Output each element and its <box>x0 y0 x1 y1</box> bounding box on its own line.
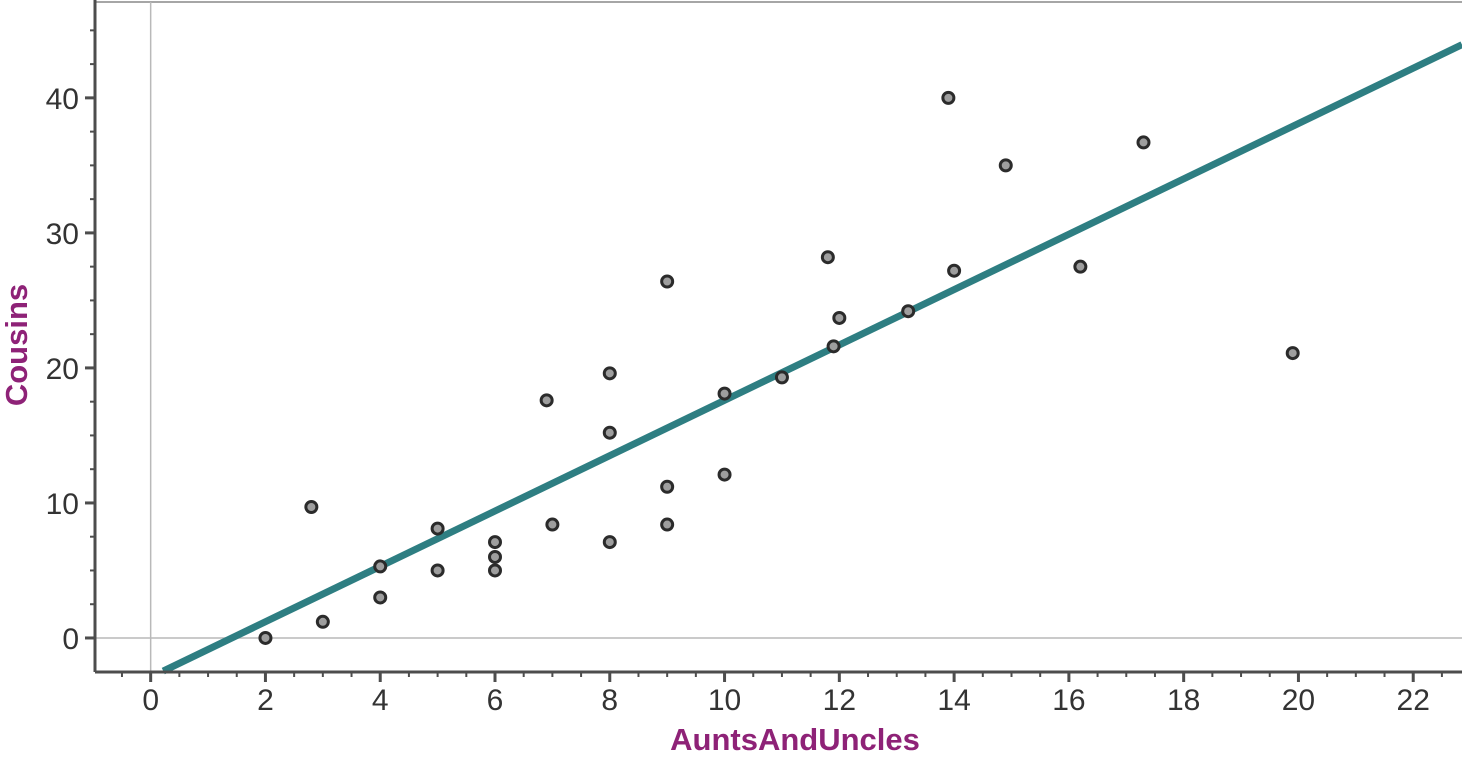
x-tick-label: 18 <box>1167 684 1200 717</box>
data-point[interactable] <box>717 467 732 482</box>
x-tick-label: 8 <box>601 684 618 717</box>
data-point[interactable] <box>826 339 841 354</box>
data-point[interactable] <box>660 517 675 532</box>
data-point[interactable] <box>487 563 502 578</box>
y-tick-label: 40 <box>46 83 79 116</box>
data-point[interactable] <box>1136 135 1151 150</box>
y-tick-label: 10 <box>46 488 79 521</box>
data-point[interactable] <box>258 630 273 645</box>
data-point[interactable] <box>373 559 388 574</box>
data-point[interactable] <box>430 563 445 578</box>
x-axis-title: AuntsAndUncles <box>670 722 920 757</box>
data-point[interactable] <box>774 370 789 385</box>
y-tick-label: 0 <box>62 623 79 656</box>
x-tick-label: 4 <box>372 684 389 717</box>
x-tick-label: 2 <box>257 684 274 717</box>
x-tick-label: 14 <box>937 684 970 717</box>
data-point[interactable] <box>660 274 675 289</box>
x-tick-label: 6 <box>487 684 504 717</box>
data-point[interactable] <box>430 521 445 536</box>
y-tick-label: 20 <box>46 353 79 386</box>
data-point[interactable] <box>1285 346 1300 361</box>
x-tick-label: 16 <box>1052 684 1085 717</box>
x-tick-label: 20 <box>1282 684 1315 717</box>
data-point[interactable] <box>602 425 617 440</box>
data-point[interactable] <box>602 366 617 381</box>
y-tick-label: 30 <box>46 218 79 251</box>
data-point[interactable] <box>941 90 956 105</box>
data-point[interactable] <box>545 517 560 532</box>
data-point[interactable] <box>487 535 502 550</box>
data-point[interactable] <box>820 250 835 265</box>
data-point[interactable] <box>602 535 617 550</box>
data-point[interactable] <box>660 479 675 494</box>
data-point[interactable] <box>947 263 962 278</box>
data-point[interactable] <box>998 158 1013 173</box>
data-point[interactable] <box>901 304 916 319</box>
x-tick-label: 22 <box>1397 684 1430 717</box>
data-point[interactable] <box>539 393 554 408</box>
x-tick-label: 10 <box>708 684 741 717</box>
data-point[interactable] <box>315 614 330 629</box>
data-point[interactable] <box>304 499 319 514</box>
data-point[interactable] <box>487 549 502 564</box>
data-point[interactable] <box>373 590 388 605</box>
data-point[interactable] <box>1073 259 1088 274</box>
data-point[interactable] <box>717 386 732 401</box>
x-tick-label: 12 <box>823 684 856 717</box>
trend-line[interactable] <box>161 41 1462 675</box>
y-axis-title: Cousins <box>0 283 34 407</box>
x-tick-label: 0 <box>142 684 159 717</box>
data-point[interactable] <box>832 310 847 325</box>
